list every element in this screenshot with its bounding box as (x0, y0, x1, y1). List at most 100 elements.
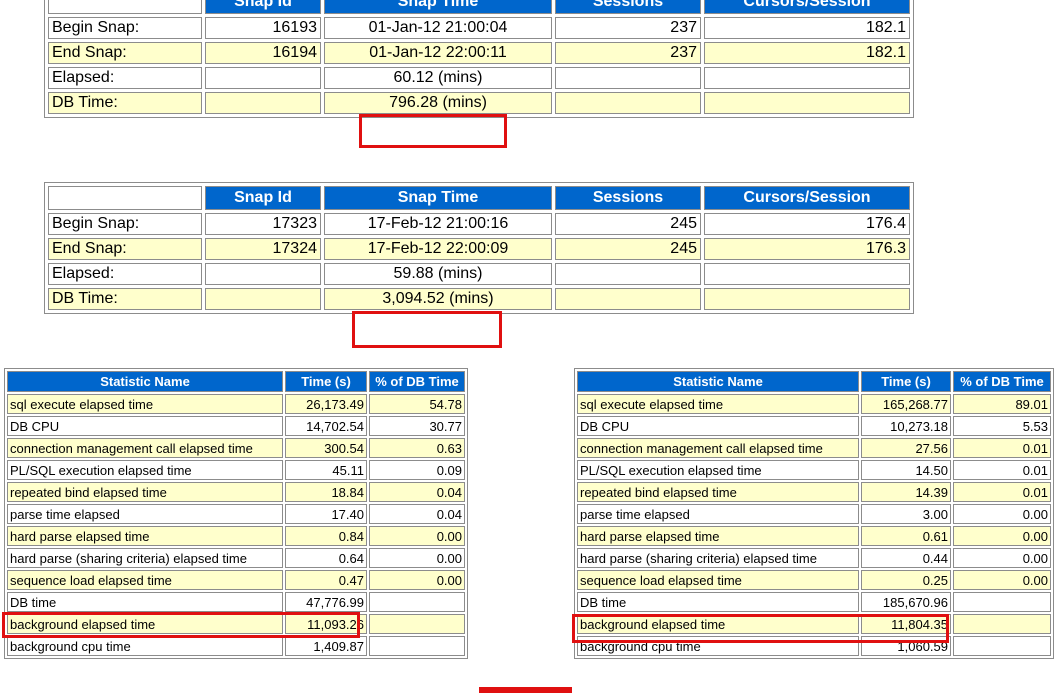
cell (555, 92, 701, 114)
col-header: % of DB Time (369, 371, 465, 392)
table-row: connection management call elapsed time 3… (7, 438, 465, 458)
stat-name: background cpu time (577, 636, 859, 656)
time-cell: 45.11 (285, 460, 367, 480)
table-row: sequence load elapsed time 0.25 0.00 (577, 570, 1051, 590)
pct-cell: 0.63 (369, 438, 465, 458)
table-row: background elapsed time 11,804.35 (577, 614, 1051, 634)
col-header: Statistic Name (7, 371, 283, 392)
time-cell: 0.84 (285, 526, 367, 546)
stat-name: parse time elapsed (7, 504, 283, 524)
time-cell: 1,409.87 (285, 636, 367, 656)
time-cell: 1,060.59 (861, 636, 951, 656)
cell: 60.12 (mins) (324, 67, 552, 89)
cell (704, 288, 910, 310)
col-header: Snap Time (324, 186, 552, 210)
cell (704, 92, 910, 114)
pct-cell: 30.77 (369, 416, 465, 436)
time-cell: 11,804.35 (861, 614, 951, 634)
stat-name: DB time (577, 592, 859, 612)
time-cell: 14,702.54 (285, 416, 367, 436)
cell: 245 (555, 213, 701, 235)
pct-cell: 0.01 (953, 482, 1051, 502)
cell: 237 (555, 17, 701, 39)
table-row: DB time 185,670.96 (577, 592, 1051, 612)
stat-name: sql execute elapsed time (577, 394, 859, 414)
pct-cell: 0.01 (953, 460, 1051, 480)
col-header (48, 186, 202, 210)
pct-cell: 0.01 (953, 438, 1051, 458)
pct-cell (369, 592, 465, 612)
time-cell: 165,268.77 (861, 394, 951, 414)
time-model-table-1: Statistic Name Time (s) % of DB Time sql… (4, 368, 468, 659)
pct-cell (953, 614, 1051, 634)
table-row: repeated bind elapsed time 14.39 0.01 (577, 482, 1051, 502)
stat-name: background cpu time (7, 636, 283, 656)
cell: 59.88 (mins) (324, 263, 552, 285)
stat-name: sequence load elapsed time (7, 570, 283, 590)
stat-name: DB CPU (7, 416, 283, 436)
time-cell: 3.00 (861, 504, 951, 524)
time-cell: 0.44 (861, 548, 951, 568)
pct-cell: 0.00 (953, 504, 1051, 524)
stat-name: hard parse (sharing criteria) elapsed ti… (7, 548, 283, 568)
table-row: hard parse elapsed time 0.84 0.00 (7, 526, 465, 546)
cell: 182.1 (704, 42, 910, 64)
cell: 17-Feb-12 21:00:16 (324, 213, 552, 235)
stat-name: DB CPU (577, 416, 859, 436)
stat-name: parse time elapsed (577, 504, 859, 524)
stat-name: connection management call elapsed time (7, 438, 283, 458)
highlight-box-db-time-1 (359, 114, 507, 148)
pct-cell: 0.00 (369, 570, 465, 590)
col-header: Snap Id (205, 0, 321, 14)
pct-cell: 5.53 (953, 416, 1051, 436)
table-row: DB time 47,776.99 (7, 592, 465, 612)
stat-name: sequence load elapsed time (577, 570, 859, 590)
time-cell: 185,670.96 (861, 592, 951, 612)
row-label: End Snap: (48, 238, 202, 260)
stat-name: hard parse elapsed time (577, 526, 859, 546)
time-cell: 0.64 (285, 548, 367, 568)
table-row: repeated bind elapsed time 18.84 0.04 (7, 482, 465, 502)
col-header: % of DB Time (953, 371, 1051, 392)
stat-name: connection management call elapsed time (577, 438, 859, 458)
stat-name: hard parse elapsed time (7, 526, 283, 546)
time-cell: 11,093.26 (285, 614, 367, 634)
cell: 17323 (205, 213, 321, 235)
table-row: sequence load elapsed time 0.47 0.00 (7, 570, 465, 590)
pct-cell: 54.78 (369, 394, 465, 414)
cell: 176.4 (704, 213, 910, 235)
cell: 01-Jan-12 21:00:04 (324, 17, 552, 39)
col-header: Cursors/Session (704, 0, 910, 14)
header-row: Statistic Name Time (s) % of DB Time (7, 371, 465, 392)
table-row: Elapsed: 59.88 (mins) (48, 263, 910, 285)
col-header: Sessions (555, 186, 701, 210)
table-row: DB Time: 796.28 (mins) (48, 92, 910, 114)
db-time-cell: 3,094.52 (mins) (324, 288, 552, 310)
table-row: DB CPU 10,273.18 5.53 (577, 416, 1051, 436)
cell: 176.3 (704, 238, 910, 260)
pct-cell: 0.00 (369, 548, 465, 568)
cell: 16194 (205, 42, 321, 64)
col-header: Sessions (555, 0, 701, 14)
row-label: DB Time: (48, 288, 202, 310)
pct-cell: 0.04 (369, 482, 465, 502)
table-row: PL/SQL execution elapsed time 45.11 0.09 (7, 460, 465, 480)
pct-cell: 0.00 (953, 570, 1051, 590)
pct-cell: 0.09 (369, 460, 465, 480)
cell (205, 92, 321, 114)
cell: 17324 (205, 238, 321, 260)
col-header: Time (s) (285, 371, 367, 392)
table-row: connection management call elapsed time 2… (577, 438, 1051, 458)
highlight-box-db-time-2 (352, 311, 502, 348)
col-header: Statistic Name (577, 371, 859, 392)
cell (205, 263, 321, 285)
time-cell: 0.61 (861, 526, 951, 546)
cell (555, 67, 701, 89)
stat-name: hard parse (sharing criteria) elapsed ti… (577, 548, 859, 568)
col-header: Snap Id (205, 186, 321, 210)
time-cell: 10,273.18 (861, 416, 951, 436)
time-cell: 18.84 (285, 482, 367, 502)
row-label: End Snap: (48, 42, 202, 64)
time-cell: 300.54 (285, 438, 367, 458)
time-cell: 14.50 (861, 460, 951, 480)
